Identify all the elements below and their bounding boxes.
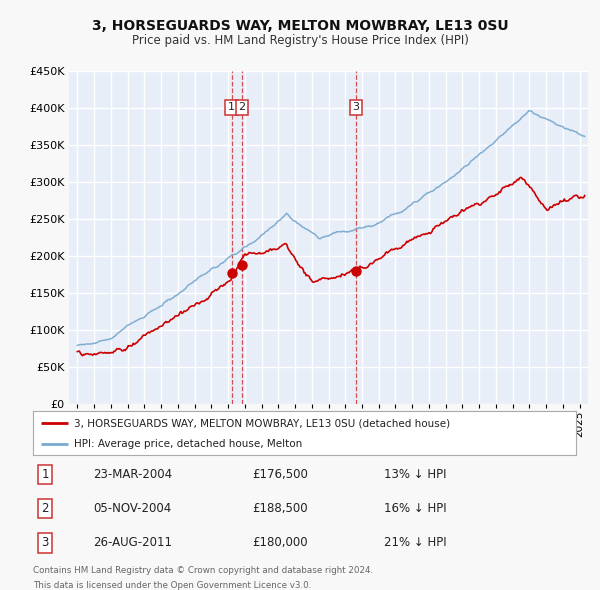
- Text: £188,500: £188,500: [252, 502, 308, 515]
- Text: 26-AUG-2011: 26-AUG-2011: [93, 536, 172, 549]
- Text: 3: 3: [41, 536, 49, 549]
- Text: 21% ↓ HPI: 21% ↓ HPI: [384, 536, 446, 549]
- Text: 16% ↓ HPI: 16% ↓ HPI: [384, 502, 446, 515]
- Text: 3, HORSEGUARDS WAY, MELTON MOWBRAY, LE13 0SU: 3, HORSEGUARDS WAY, MELTON MOWBRAY, LE13…: [92, 19, 508, 34]
- Text: 3, HORSEGUARDS WAY, MELTON MOWBRAY, LE13 0SU (detached house): 3, HORSEGUARDS WAY, MELTON MOWBRAY, LE13…: [74, 418, 450, 428]
- Text: 1: 1: [41, 468, 49, 481]
- Text: 3: 3: [353, 103, 359, 113]
- Text: 23-MAR-2004: 23-MAR-2004: [93, 468, 172, 481]
- Text: 1: 1: [228, 103, 235, 113]
- Text: HPI: Average price, detached house, Melton: HPI: Average price, detached house, Melt…: [74, 438, 302, 448]
- Text: 13% ↓ HPI: 13% ↓ HPI: [384, 468, 446, 481]
- Text: £180,000: £180,000: [252, 536, 308, 549]
- Text: Price paid vs. HM Land Registry's House Price Index (HPI): Price paid vs. HM Land Registry's House …: [131, 34, 469, 47]
- Text: 2: 2: [239, 103, 245, 113]
- Text: Contains HM Land Registry data © Crown copyright and database right 2024.: Contains HM Land Registry data © Crown c…: [33, 566, 373, 575]
- Text: 05-NOV-2004: 05-NOV-2004: [93, 502, 171, 515]
- Text: £176,500: £176,500: [252, 468, 308, 481]
- Text: This data is licensed under the Open Government Licence v3.0.: This data is licensed under the Open Gov…: [33, 581, 311, 589]
- Text: 2: 2: [41, 502, 49, 515]
